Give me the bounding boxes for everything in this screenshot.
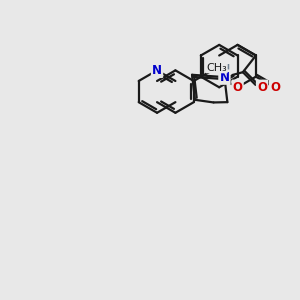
Text: O: O [270, 81, 280, 94]
Text: O: O [232, 81, 243, 94]
Text: H: H [221, 64, 230, 74]
Text: N: N [152, 64, 162, 77]
Text: O: O [257, 81, 267, 94]
Text: CH₃: CH₃ [206, 63, 227, 73]
Text: N: N [219, 70, 230, 84]
